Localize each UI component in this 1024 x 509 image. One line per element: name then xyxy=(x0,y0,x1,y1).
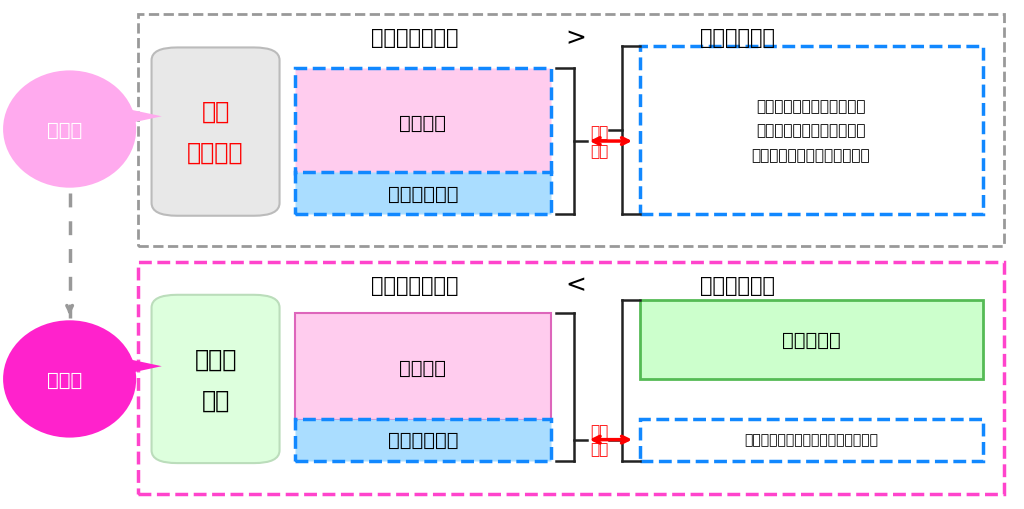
FancyBboxPatch shape xyxy=(138,15,1004,247)
Text: 改正後: 改正後 xyxy=(47,370,82,389)
Text: 子の加算部分と同額分は支給停止。: 子の加算部分と同額分は支給停止。 xyxy=(744,433,878,447)
Text: 支給: 支給 xyxy=(202,387,229,412)
Ellipse shape xyxy=(3,71,136,188)
Text: 障害基礎年金等: 障害基礎年金等 xyxy=(371,28,459,48)
Text: 児童扶養手当: 児童扶養手当 xyxy=(699,28,775,48)
Text: 本体部分: 本体部分 xyxy=(399,358,446,377)
FancyBboxPatch shape xyxy=(295,419,551,461)
Text: 改正前: 改正前 xyxy=(47,120,82,139)
FancyBboxPatch shape xyxy=(138,262,1004,494)
FancyBboxPatch shape xyxy=(152,295,280,463)
Ellipse shape xyxy=(3,321,136,438)
Polygon shape xyxy=(126,359,162,374)
Text: 子の加算部分: 子の加算部分 xyxy=(388,184,458,204)
FancyBboxPatch shape xyxy=(640,47,983,215)
Text: 障害基礎年金等の全体額が
児童扶養手当の額を上回る
ため、手当全額が支給停止。: 障害基礎年金等の全体額が 児童扶養手当の額を上回る ため、手当全額が支給停止。 xyxy=(752,99,870,163)
Text: 調整: 調整 xyxy=(590,441,608,457)
Text: 児童扶養手当: 児童扶養手当 xyxy=(699,275,775,295)
Text: 調整: 調整 xyxy=(590,144,608,158)
Text: 比較: 比較 xyxy=(590,125,608,140)
FancyBboxPatch shape xyxy=(295,69,551,176)
Text: <: < xyxy=(565,273,586,297)
FancyBboxPatch shape xyxy=(295,313,551,420)
FancyBboxPatch shape xyxy=(295,173,551,215)
FancyBboxPatch shape xyxy=(152,48,280,216)
Text: 支給停止: 支給停止 xyxy=(187,140,244,165)
Text: 全額: 全額 xyxy=(202,100,229,124)
Text: 差額を支給: 差額を支給 xyxy=(781,330,841,349)
FancyBboxPatch shape xyxy=(640,300,983,379)
Text: 障害基礎年金等: 障害基礎年金等 xyxy=(371,275,459,295)
Text: 子の加算部分: 子の加算部分 xyxy=(388,430,458,449)
Text: 比較: 比較 xyxy=(590,423,608,438)
Text: >: > xyxy=(565,26,586,50)
Polygon shape xyxy=(126,109,162,125)
Text: 本体部分: 本体部分 xyxy=(399,114,446,133)
FancyBboxPatch shape xyxy=(640,419,983,461)
Text: 差額を: 差額を xyxy=(195,347,237,371)
